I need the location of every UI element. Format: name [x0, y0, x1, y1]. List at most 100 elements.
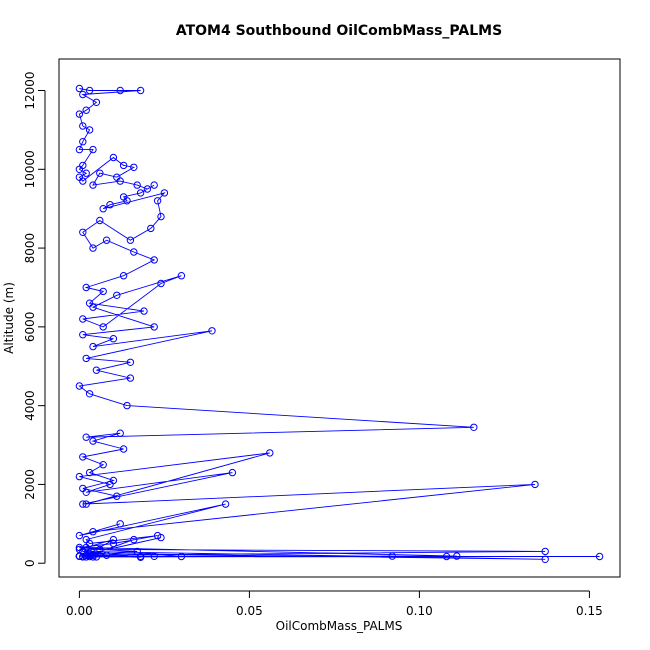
- data-point: [133, 547, 141, 556]
- data-point: [99, 205, 107, 213]
- data-point: [123, 401, 131, 410]
- data-point: [89, 342, 97, 351]
- data-point: [116, 177, 124, 185]
- data-point: [75, 165, 84, 174]
- x-axis-label: OilCombMass_PALMS: [276, 619, 403, 633]
- data-point: [208, 327, 216, 335]
- y-axis-label: Altitude (m): [2, 282, 16, 354]
- data-point: [79, 138, 87, 146]
- data-point: [85, 126, 94, 134]
- chart-title: ATOM4 Southbound OilCombMass_PALMS: [176, 23, 502, 39]
- data-point: [75, 472, 84, 481]
- data-point: [75, 531, 84, 540]
- data-point: [126, 236, 135, 244]
- data-point: [126, 358, 135, 366]
- data-point: [140, 307, 148, 315]
- data-point: [82, 500, 90, 508]
- data-point: [82, 283, 90, 292]
- data-point: [266, 449, 274, 457]
- data-point: [130, 535, 138, 544]
- data-point: [150, 256, 158, 264]
- data-point: [89, 244, 97, 252]
- data-point: [79, 177, 87, 185]
- data-point: [147, 224, 155, 233]
- data-point: [96, 169, 104, 177]
- data-point: [119, 272, 128, 280]
- data-point: [79, 228, 87, 237]
- data-point: [82, 106, 90, 114]
- data-point: [89, 553, 97, 561]
- x-tick-label: 0.05: [236, 604, 263, 618]
- series-layer: [75, 84, 604, 563]
- data-point: [157, 212, 165, 221]
- data-point: [136, 86, 145, 95]
- y-tick-label: 6000: [23, 312, 37, 343]
- data-point: [109, 153, 118, 162]
- data-point: [109, 539, 118, 548]
- data-point: [89, 303, 97, 311]
- data-point: [119, 445, 128, 453]
- data-point: [79, 453, 87, 461]
- data-point: [177, 552, 186, 561]
- data-point: [116, 520, 124, 528]
- data-point: [75, 110, 84, 118]
- data-point: [79, 315, 87, 323]
- data-point: [136, 189, 145, 197]
- data-point: [113, 291, 121, 299]
- x-axis: 0.00 0.05 0.10 0.15: [66, 590, 603, 618]
- data-point: [82, 354, 90, 363]
- data-point: [79, 553, 87, 561]
- series-line: [78, 88, 600, 560]
- x-tick-label: 0.10: [406, 604, 433, 618]
- data-point: [133, 181, 141, 189]
- data-point: [109, 535, 118, 544]
- data-point: [102, 551, 111, 559]
- data-point: [92, 366, 101, 374]
- data-point: [388, 552, 396, 560]
- data-point: [126, 374, 135, 382]
- data-point: [85, 390, 94, 398]
- data-point: [89, 528, 97, 536]
- data-point: [85, 468, 94, 477]
- x-tick-label: 0.15: [576, 604, 603, 618]
- data-point: [79, 122, 87, 130]
- y-tick-label: 4000: [23, 390, 37, 421]
- data-point: [102, 236, 111, 244]
- data-point: [116, 429, 124, 437]
- y-tick-label: 0: [23, 559, 37, 567]
- data-point: [150, 323, 158, 331]
- x-tick-label: 0.00: [66, 604, 93, 618]
- data-point: [92, 98, 101, 107]
- data-point: [150, 552, 158, 560]
- data-point: [99, 461, 107, 469]
- data-point: [157, 533, 165, 542]
- data-point: [75, 382, 84, 390]
- data-point: [96, 216, 104, 225]
- data-point: [89, 437, 97, 445]
- data-point: [99, 323, 107, 331]
- data-point: [106, 480, 114, 489]
- plot-frame: [58, 58, 621, 578]
- data-point: [75, 552, 84, 560]
- data-point: [595, 552, 604, 561]
- data-point: [442, 552, 451, 561]
- data-point: [85, 86, 94, 95]
- data-point: [453, 552, 461, 560]
- data-point: [228, 468, 237, 477]
- data-point: [150, 181, 158, 189]
- y-tick-label: 12000: [23, 71, 37, 109]
- data-point: [99, 287, 107, 296]
- data-point: [82, 488, 90, 496]
- data-point: [82, 169, 90, 177]
- y-axis: 0 2000 4000 6000 8000 10000 12000: [23, 71, 46, 567]
- data-point: [177, 272, 186, 280]
- data-point: [541, 555, 549, 563]
- y-tick-label: 8000: [23, 233, 37, 264]
- data-point: [153, 197, 162, 205]
- data-point: [130, 248, 138, 256]
- data-point: [106, 201, 114, 209]
- data-point: [75, 84, 84, 93]
- data-point: [157, 279, 165, 288]
- data-point: [130, 163, 138, 172]
